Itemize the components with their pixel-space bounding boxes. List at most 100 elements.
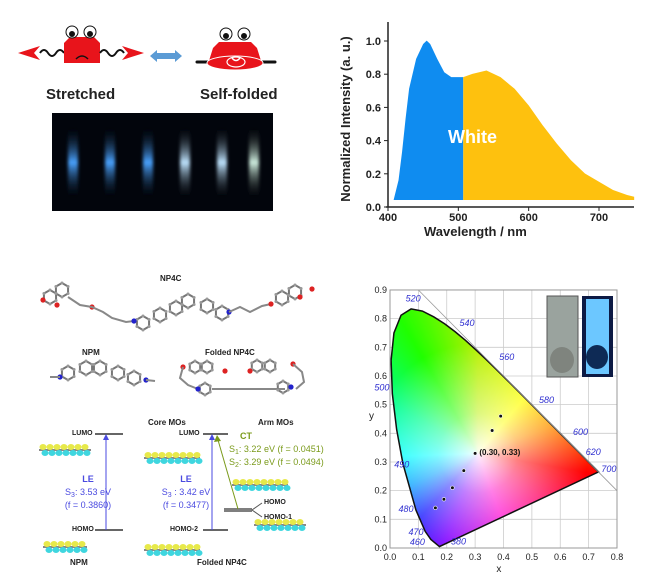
atom bbox=[78, 370, 82, 373]
atom bbox=[199, 308, 203, 311]
cie-data-point bbox=[498, 414, 503, 419]
x-tick-label: 0.8 bbox=[611, 552, 624, 562]
atom bbox=[116, 364, 120, 368]
folded-le-label: LE bbox=[180, 474, 192, 484]
atom bbox=[299, 287, 303, 290]
atom bbox=[263, 367, 267, 371]
orbital-lobe bbox=[296, 519, 304, 525]
folded-crab-icon bbox=[195, 27, 277, 71]
atom bbox=[54, 285, 58, 288]
orbital-lobe bbox=[144, 544, 152, 550]
atom bbox=[214, 308, 218, 311]
orbital-lobe bbox=[153, 550, 161, 556]
oxygen-atom bbox=[54, 302, 60, 308]
connector bbox=[251, 509, 263, 518]
ct-s2-energy: S2: 3.29 eV (f = 0.0494) bbox=[229, 457, 324, 469]
orbital-lobe bbox=[73, 547, 81, 553]
wavelength-label: 520 bbox=[406, 293, 421, 303]
atom bbox=[276, 388, 280, 392]
orbital-lobe bbox=[174, 550, 182, 556]
orbital-lobe bbox=[60, 444, 68, 450]
x-tick-label: 0.5 bbox=[526, 552, 539, 562]
orbital-lobe bbox=[158, 452, 166, 458]
atom bbox=[60, 368, 64, 371]
plot-frame bbox=[389, 289, 618, 549]
emission-bands bbox=[68, 125, 259, 200]
atom bbox=[116, 378, 120, 382]
oxygen-atom bbox=[247, 368, 253, 374]
arrowhead bbox=[209, 434, 215, 440]
atom bbox=[210, 368, 214, 372]
folded-np4c-title: Folded NP4C bbox=[205, 348, 255, 357]
oxygen-atom bbox=[40, 297, 46, 303]
vial-sample-uv bbox=[586, 345, 608, 369]
orbital-lobe bbox=[46, 444, 54, 450]
y-tick-label: 0.0 bbox=[366, 202, 381, 214]
orbital-lobe bbox=[174, 458, 182, 464]
core-mos-label: Core MOs bbox=[148, 418, 186, 427]
nitrogen-atom bbox=[288, 384, 294, 390]
orbital-lobe bbox=[254, 519, 262, 525]
fluorescence-photo bbox=[52, 113, 273, 211]
x-tick-label: 400 bbox=[379, 212, 397, 224]
yellow-emission-area bbox=[463, 70, 635, 201]
atom bbox=[164, 317, 168, 320]
orbital-lobe bbox=[172, 452, 180, 458]
atom bbox=[193, 359, 197, 363]
atom bbox=[273, 367, 277, 371]
x-tick-label: 700 bbox=[590, 212, 608, 224]
atom bbox=[274, 293, 278, 296]
cie-data-point bbox=[473, 451, 478, 456]
orbital-lobe bbox=[255, 485, 263, 491]
x-axis-label: Wavelength / nm bbox=[424, 224, 527, 239]
orbital-lobe bbox=[232, 479, 240, 485]
orbital-lobe bbox=[188, 550, 196, 556]
atom bbox=[104, 370, 108, 373]
orbital-lobe bbox=[179, 452, 187, 458]
arrowhead bbox=[214, 435, 221, 442]
atom bbox=[110, 368, 114, 371]
npm-le-label: LE bbox=[82, 474, 94, 484]
orbital-lobe bbox=[291, 525, 299, 531]
atom bbox=[66, 285, 70, 288]
atom bbox=[192, 296, 196, 299]
orbital-lobe bbox=[165, 452, 173, 458]
orbital-lobe bbox=[282, 519, 290, 525]
arm-homo-label: HOMO bbox=[264, 499, 286, 506]
atom bbox=[208, 384, 212, 388]
atom bbox=[263, 361, 267, 365]
orbital-lobe bbox=[186, 452, 194, 458]
atom bbox=[132, 369, 136, 373]
atom bbox=[84, 359, 88, 363]
orbital-lobe bbox=[275, 519, 283, 525]
y-axis-label: y bbox=[369, 411, 374, 422]
folded-s3-energy: S3 : 3.42 eV bbox=[161, 487, 211, 499]
atom bbox=[147, 325, 151, 328]
orbital-lobe bbox=[181, 458, 189, 464]
orbital-lobe bbox=[67, 444, 75, 450]
orbital-lobe bbox=[62, 450, 70, 456]
folded-oscillator: (f = 0.3477) bbox=[162, 500, 210, 510]
folded-lumo-label: LUMO bbox=[179, 430, 200, 437]
atom bbox=[220, 304, 224, 308]
orbital-lobe bbox=[146, 550, 154, 556]
y-tick-label: 0.1 bbox=[374, 514, 387, 524]
orbital-lobe bbox=[260, 479, 268, 485]
cie-data-point bbox=[441, 497, 447, 502]
atom bbox=[260, 367, 264, 371]
orbital-lobe bbox=[78, 541, 86, 547]
y-tick-label: 1.0 bbox=[366, 36, 381, 48]
nitrogen-atom bbox=[195, 386, 201, 392]
y-tick-label: 0.2 bbox=[374, 486, 387, 496]
atom bbox=[188, 368, 192, 372]
oxygen-atom bbox=[309, 286, 315, 292]
atom bbox=[293, 297, 297, 301]
orbital-lobe bbox=[298, 525, 306, 531]
atom bbox=[168, 303, 172, 306]
atom bbox=[192, 303, 196, 306]
arm-mos-label: Arm MOs bbox=[258, 418, 294, 427]
y-tick-label: 0.9 bbox=[374, 285, 387, 295]
atom bbox=[98, 359, 102, 363]
orbital-lobe bbox=[241, 485, 249, 491]
ct-s1-energy: S1: 3.22 eV (f = 0.0451) bbox=[229, 444, 324, 456]
